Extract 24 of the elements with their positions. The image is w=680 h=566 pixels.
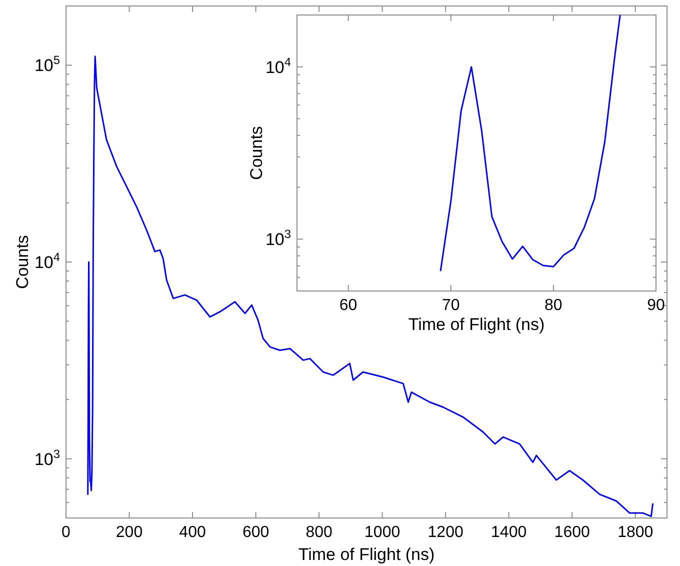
y-tick-label: 10$^{3}$ [265, 227, 292, 250]
x-tick-label: 800 [306, 524, 332, 541]
x-tick-label: 1400 [491, 524, 527, 541]
y-tick-label: 10$^{4}$ [34, 250, 60, 272]
x-tick-label: 90 [647, 297, 665, 314]
y-tick-label: 10$^{5}$ [34, 53, 60, 76]
x-tick-label: 0 [62, 524, 71, 541]
x-tick-label: 1600 [554, 524, 590, 541]
y-tick-label: 10$^{4}$ [265, 54, 292, 77]
x-axis-title: Time of Flight (ns) [298, 545, 435, 564]
x-tick-label: 600 [242, 524, 270, 541]
y-axis-title: Counts [13, 235, 32, 289]
x-tick-label: 200 [116, 524, 143, 541]
line-series [440, 15, 621, 272]
x-axis-title: Time of Flight (ns) [408, 315, 545, 334]
x-tick-label: 400 [179, 524, 206, 541]
x-tick-label: 1800 [618, 524, 654, 541]
y-tick-label: 10$^{3}$ [34, 446, 60, 469]
x-tick-label: 70 [442, 297, 460, 314]
y-axis-title: Counts [247, 126, 266, 180]
x-tick-label: 60 [339, 297, 358, 314]
x-tick-label: 80 [544, 297, 562, 314]
x-tick-label: 1000 [364, 524, 400, 541]
x-tick-label: 1200 [428, 524, 464, 541]
